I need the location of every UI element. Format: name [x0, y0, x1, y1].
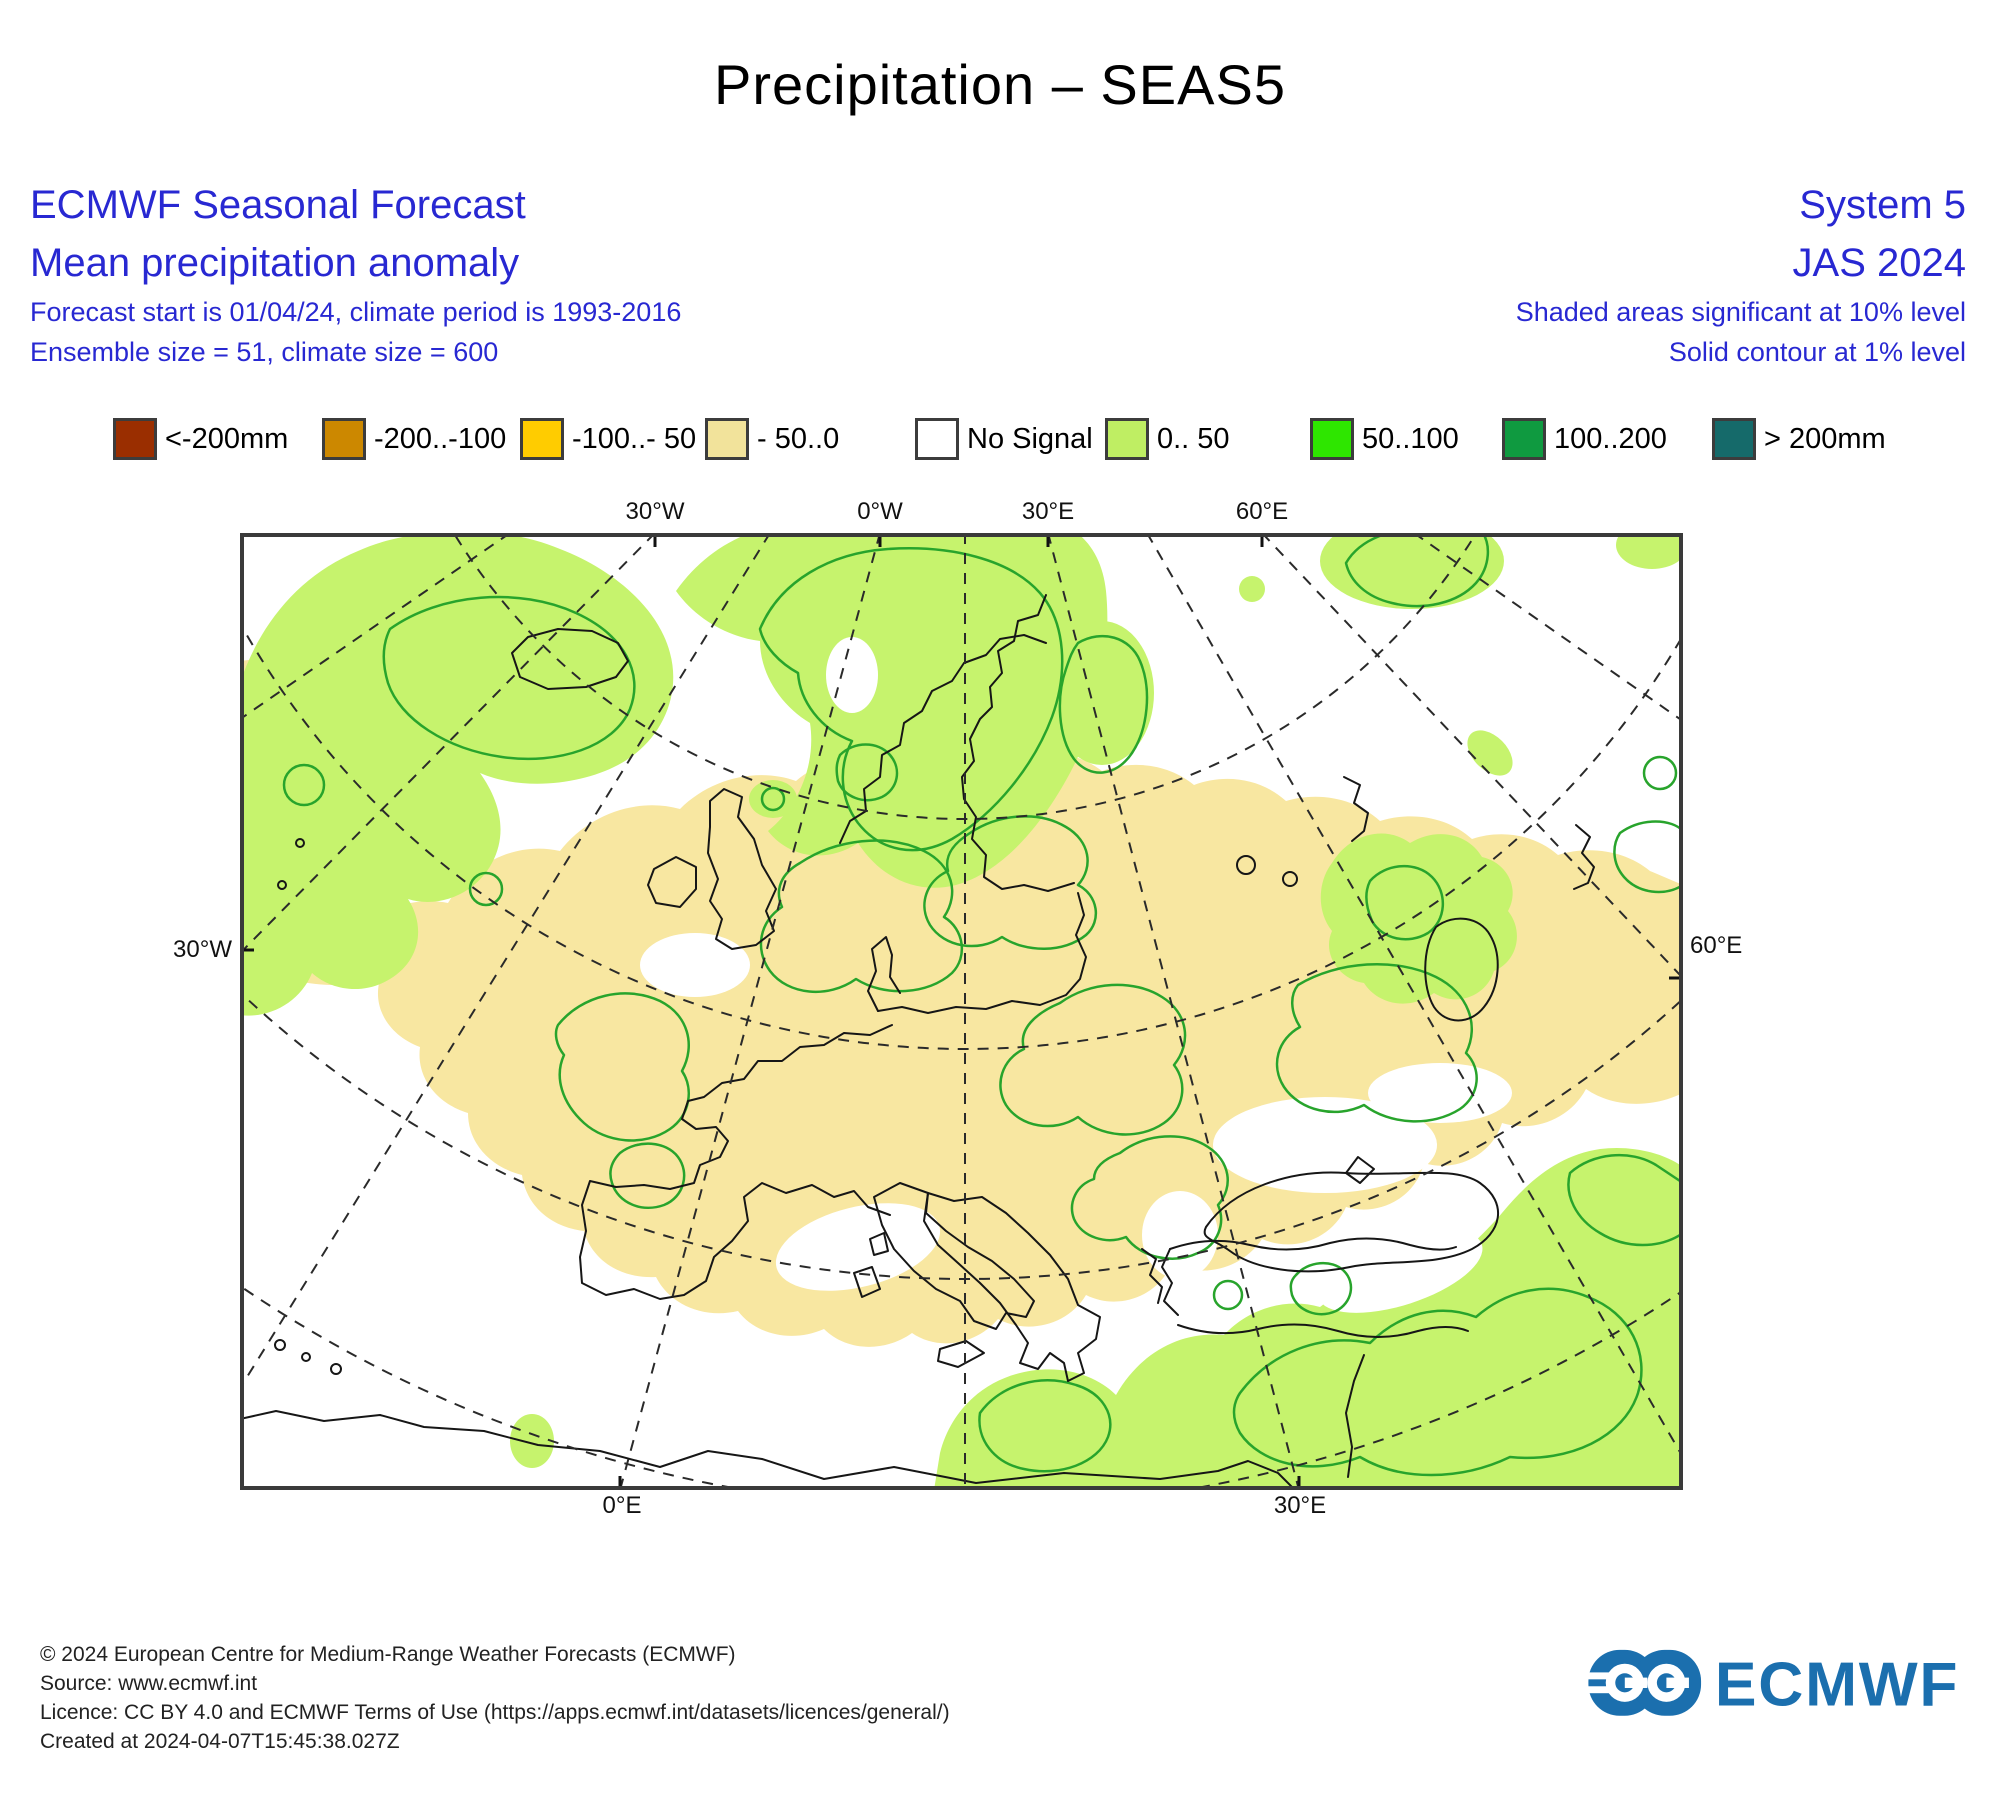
legend-label: 0.. 50 — [1157, 422, 1230, 455]
graticule-label-left-30w: 30°W — [173, 936, 232, 963]
color-swatch — [1310, 418, 1354, 460]
legend-item: -200..-100 — [322, 418, 506, 460]
graticule-label-top-30w: 30°W — [625, 498, 685, 525]
color-swatch — [1712, 418, 1756, 460]
header-product: ECMWF Seasonal Forecast — [30, 183, 526, 227]
legend-label: <-200mm — [165, 422, 289, 455]
graticule-label-top-60e: 60°E — [1235, 498, 1289, 525]
legend-item: 0.. 50 — [1105, 418, 1230, 460]
legend-item: 100..200 — [1502, 418, 1667, 460]
header-left: ECMWF Seasonal Forecast Mean precipitati… — [30, 176, 681, 372]
header-ensemble-size: Ensemble size = 51, climate size = 600 — [30, 337, 499, 367]
ecmwf-logo-image: ECMWF — [1586, 1649, 1959, 1719]
legend-item: -100..- 50 — [520, 418, 696, 460]
footer-created: Created at 2024-04-07T15:45:38.027Z — [40, 1730, 400, 1753]
footer: © 2024 European Centre for Medium-Range … — [40, 1640, 950, 1756]
header-variable: Mean precipitation anomaly — [30, 241, 520, 285]
page-title: Precipitation – SEAS5 — [714, 53, 1286, 116]
color-swatch — [520, 418, 564, 460]
ecmwf-logo: ECMWF — [1586, 1636, 1986, 1740]
legend: <-200mm -200..-100 -100..- 50 - 50..0 No… — [0, 418, 2000, 474]
legend-label: -100..- 50 — [572, 422, 697, 455]
color-swatch — [1105, 418, 1149, 460]
graticule-label-bottom-0e: 0°E — [602, 1492, 642, 1519]
graticule-label-top-0w: 0°W — [857, 498, 903, 525]
wet-anomaly-shading — [240, 533, 1683, 1490]
legend-item: 50..100 — [1310, 418, 1459, 460]
legend-label: -200..-100 — [374, 422, 507, 455]
ecmwf-logo-mark — [1586, 1649, 1702, 1716]
graticule-label-top-30e: 30°E — [1021, 498, 1075, 525]
legend-item: No Signal — [915, 418, 1093, 460]
header-forecast-start: Forecast start is 01/04/24, climate peri… — [30, 297, 682, 327]
graticule-lines — [240, 533, 1683, 1490]
legend-item: <-200mm — [113, 418, 288, 460]
legend-label: > 200mm — [1764, 422, 1886, 455]
graticule-label-bottom-30e: 30°E — [1273, 1492, 1327, 1519]
legend-label: 50..100 — [1362, 422, 1459, 455]
legend-item: - 50..0 — [705, 418, 839, 460]
footer-copyright: © 2024 European Centre for Medium-Range … — [40, 1643, 736, 1666]
map-image — [240, 533, 1683, 1490]
legend-item: > 200mm — [1712, 418, 1886, 460]
color-swatch — [915, 418, 959, 460]
header-system: System 5 — [1799, 183, 1966, 227]
footer-source: Source: www.ecmwf.int — [40, 1672, 258, 1695]
map-border — [240, 533, 1683, 1490]
header-right: System 5 JAS 2024 Shaded areas significa… — [1516, 176, 1966, 372]
legend-label: - 50..0 — [757, 422, 840, 455]
header-contour-note: Solid contour at 1% level — [1668, 337, 1966, 367]
legend-label: No Signal — [967, 422, 1093, 455]
color-swatch — [113, 418, 157, 460]
footer-licence: Licence: CC BY 4.0 and ECMWF Terms of Us… — [40, 1701, 950, 1724]
color-swatch — [705, 418, 749, 460]
map-frame — [240, 533, 1683, 1490]
ecmwf-logo-text: ECMWF — [1715, 1650, 1959, 1719]
graticule-label-right-60e: 60°E — [1690, 932, 1743, 959]
color-swatch — [1502, 418, 1546, 460]
header-season: JAS 2024 — [1792, 241, 1966, 285]
legend-label: 100..200 — [1554, 422, 1667, 455]
color-swatch — [322, 418, 366, 460]
header-significance: Shaded areas significant at 10% level — [1515, 297, 1966, 327]
